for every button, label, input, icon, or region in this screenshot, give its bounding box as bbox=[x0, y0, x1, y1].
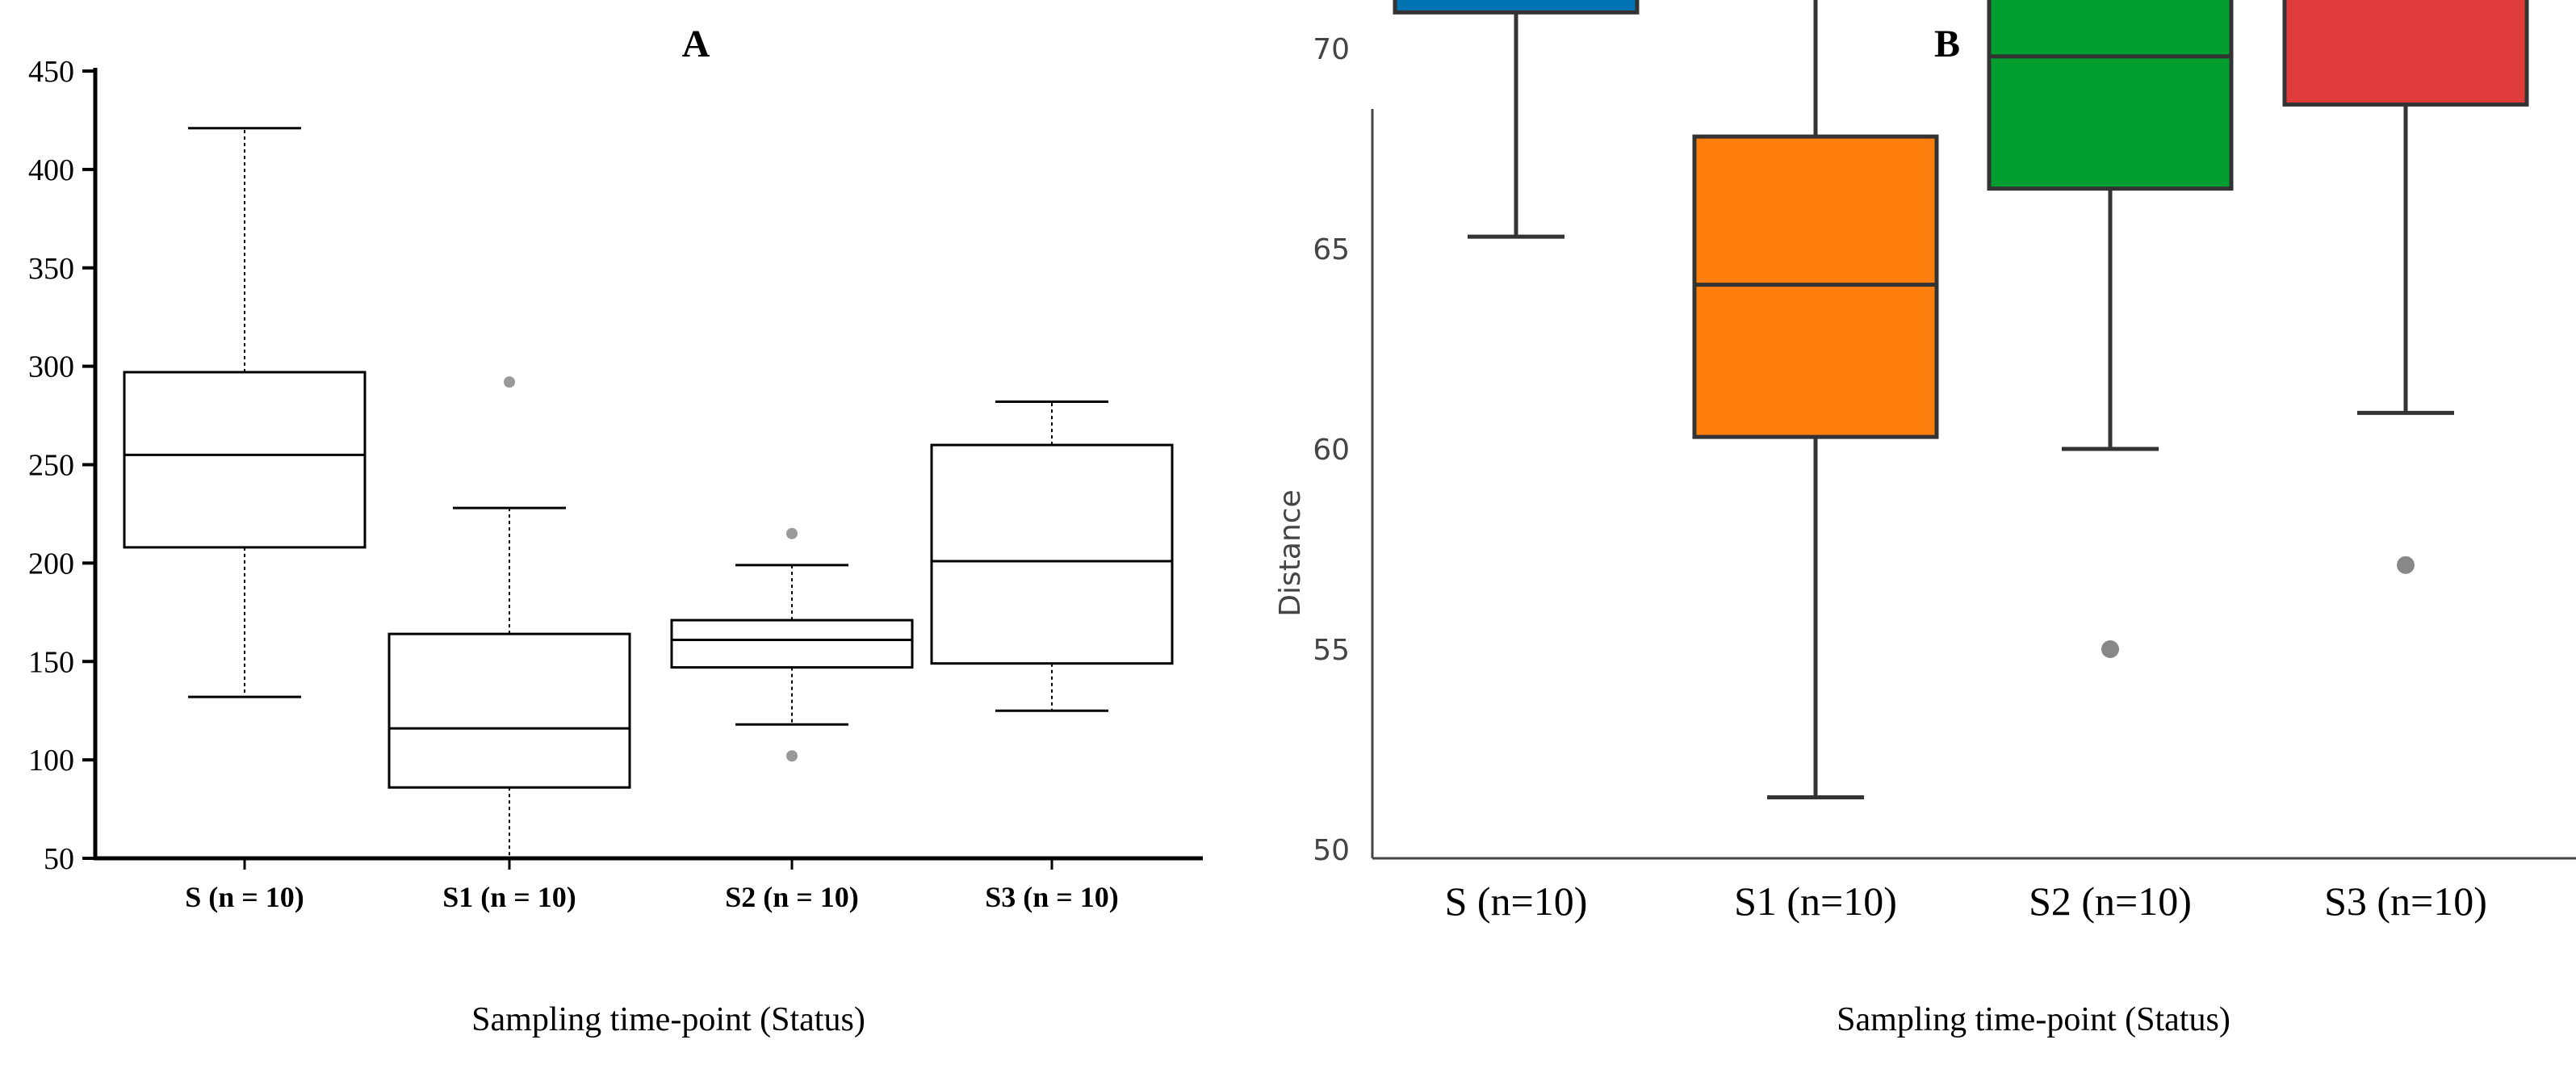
panel-b-box-rect bbox=[1987, 0, 2234, 191]
panel-b-title: B bbox=[1934, 23, 1960, 65]
panel-a-box-rect bbox=[123, 371, 367, 549]
panel-a-outlier-point bbox=[786, 750, 798, 762]
panel-a-y-axis: 50 100 150 200 250 300 350 400 450 bbox=[28, 55, 98, 876]
panel-a-y-tick-label: 400 bbox=[28, 153, 74, 187]
panel-b-outlier-point bbox=[2397, 556, 2415, 574]
panel-b-y-tick-label: 65 bbox=[1313, 233, 1350, 266]
panel-a-y-tick-label: 350 bbox=[28, 252, 74, 286]
panel-a-y-tick-label: 150 bbox=[28, 645, 74, 679]
panel-b-box-rect bbox=[2282, 0, 2529, 107]
panel-b-box-1 bbox=[1393, 0, 1640, 239]
panel-a-x-tick-label: S (n = 10) bbox=[185, 881, 304, 913]
panel-a-y-tick-label: 200 bbox=[28, 547, 74, 581]
panel-b-y-tick-label: 50 bbox=[1313, 834, 1350, 867]
panel-a-boxes bbox=[123, 127, 1174, 858]
panel-a-x-tick-label: S1 (n = 10) bbox=[442, 881, 576, 913]
panel-a-box-4 bbox=[930, 400, 1174, 712]
panel-b-y-tick-label: 55 bbox=[1313, 634, 1350, 667]
panel-b-y-tick-label: 60 bbox=[1313, 434, 1350, 467]
panel-b-box-rect bbox=[1393, 0, 1640, 15]
panel-a-x-axis: S (n = 10) S1 (n = 10) S2 (n = 10) S3 (n = … bbox=[94, 856, 1203, 913]
panel-b-x-tick-label: S3 (n=10) bbox=[2324, 878, 2487, 924]
panel-b-outlier-point bbox=[2101, 640, 2119, 658]
panel-b-x-tick-label: S (n=10) bbox=[1445, 878, 1588, 924]
panel-a-outlier-point bbox=[786, 527, 798, 539]
panel-b-y-axis: 5055606570758085 bbox=[1313, 33, 1374, 867]
panel-b-box-2 bbox=[1692, 0, 1939, 800]
panel-a-box-3 bbox=[670, 527, 914, 762]
panel-a-y-tick-label: 250 bbox=[28, 449, 74, 483]
panel-b-y-axis-label: Distance bbox=[1274, 489, 1307, 616]
panel-a-box-rect bbox=[670, 618, 914, 669]
panel-a-y-tick-label: 300 bbox=[28, 350, 74, 384]
panel-a-box-rect bbox=[930, 443, 1174, 665]
panel-a-box-1 bbox=[123, 127, 367, 698]
panel-a-title: A bbox=[682, 23, 710, 65]
panel-b-x-axis-label: Sampling time-point (Status) bbox=[1837, 1001, 2230, 1038]
panel-a-box-2 bbox=[387, 376, 631, 858]
panel-a-x-axis-label: Sampling time-point (Status) bbox=[471, 1001, 865, 1038]
panel-a-x-tick-label: S2 (n = 10) bbox=[725, 881, 859, 913]
panel-b-box-3 bbox=[1987, 0, 2234, 658]
panel-b-x-axis: S (n=10) S1 (n=10) S2 (n=10) S3 (n=10) bbox=[1372, 857, 2576, 924]
panel-a-y-tick-label: 50 bbox=[44, 842, 74, 876]
panel-a-outlier-point bbox=[504, 376, 515, 388]
panel-b-y-tick-label: 70 bbox=[1313, 33, 1350, 66]
panel-a-y-tick-label: 450 bbox=[28, 55, 74, 89]
panel-a-box-rect bbox=[387, 632, 631, 789]
panel-a-x-tick-label: S3 (n = 10) bbox=[985, 881, 1119, 913]
panel-b-x-tick-label: S2 (n=10) bbox=[2029, 878, 2192, 924]
panel-b-x-tick-label: S1 (n=10) bbox=[1734, 878, 1897, 924]
panel-b-boxplot: B 5055606570758085 S (n=10)S1 (n=10)S2 (… bbox=[1274, 0, 2576, 1038]
panel-b-box-4 bbox=[2282, 0, 2529, 574]
panel-b-boxes bbox=[1393, 0, 2529, 800]
panel-a-y-tick-label: 100 bbox=[28, 744, 74, 778]
